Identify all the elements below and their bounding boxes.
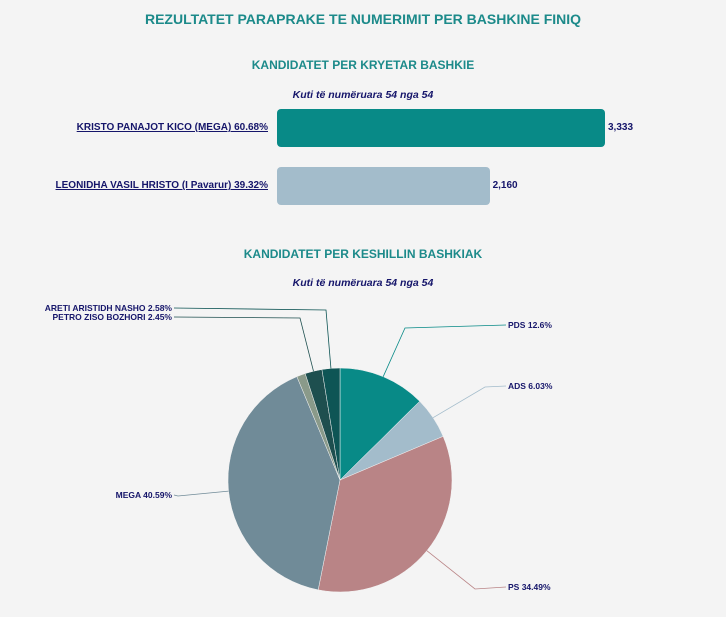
pie-label-6: ARETI ARISTIDH NASHO 2.58% xyxy=(45,303,173,313)
mayor-boxes-counted: Kuti të numëruara 54 nga 54 xyxy=(292,89,434,101)
pie-label-3: MEGA 40.59% xyxy=(116,490,173,500)
pie-leader-line-3 xyxy=(173,490,229,497)
bar-1 xyxy=(277,167,490,205)
pie-slice-0 xyxy=(339,367,421,481)
pie-label-1: ADS 6.03% xyxy=(508,381,553,391)
pie-leader-line-2 xyxy=(426,550,507,590)
council-boxes-counted: Kuti të numëruara 54 nga 54 xyxy=(292,277,434,289)
pie-leader-line-1 xyxy=(432,385,507,419)
pie-leader-line-5 xyxy=(173,316,314,372)
pie-slice-2 xyxy=(317,436,453,593)
candidate-label-1[interactable]: LEONIDHA VASIL HRISTO (I Pavarur) 39.32% xyxy=(55,180,268,191)
candidate-label-0[interactable]: KRISTO PANAJOT KICO (MEGA) 60.68% xyxy=(76,122,268,133)
mayor-section-title: KANDIDATET PER KRYETAR BASHKIE xyxy=(251,58,475,72)
page-title: REZULTATET PARAPRAKE TE NUMERIMIT PER BA… xyxy=(144,11,582,27)
pie-leader-line-6 xyxy=(173,307,332,369)
pie-label-0: PDS 12.6% xyxy=(508,320,552,330)
bar-value-label-0: 3,333 xyxy=(608,122,634,133)
bar-0 xyxy=(277,109,605,147)
bar-value-label-1: 2,160 xyxy=(492,180,518,191)
pie-slice-3 xyxy=(227,376,341,591)
council-section-title: KANDIDATET PER KESHILLIN BASHKIAK xyxy=(243,247,483,261)
pie-leader-line-0 xyxy=(382,324,507,377)
pie-label-2: PS 34.49% xyxy=(508,582,551,592)
pie-label-5: PETRO ZISO BOZHORI 2.45% xyxy=(53,312,173,322)
